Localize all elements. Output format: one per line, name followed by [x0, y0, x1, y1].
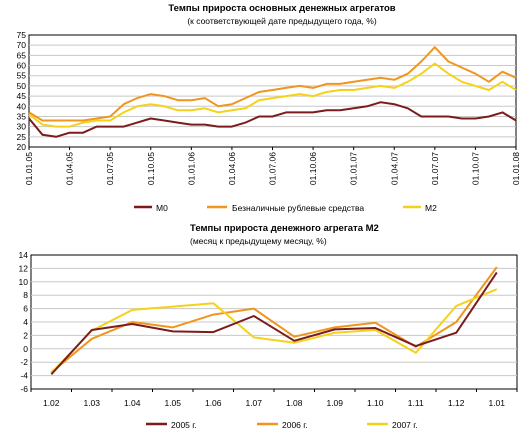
- chart1-y-tick-label: 20: [17, 142, 27, 152]
- chart1-y-tick-label: 70: [17, 40, 27, 50]
- chart1-x-tick-label: 01.01.05: [24, 152, 34, 185]
- chart1-y-tick-label: 60: [17, 61, 27, 71]
- chart1-x-tick-label: 01.10.06: [308, 152, 318, 185]
- chart1-y-tick-label: 55: [17, 71, 27, 81]
- chart2-x-tick-label: 1.08: [286, 398, 303, 408]
- chart1-y-tick-label: 40: [17, 101, 27, 111]
- chart2-x-tick-label: 1.07: [245, 398, 262, 408]
- chart2-x-tick-label: 1.02: [43, 398, 60, 408]
- chart2-y-tick-label: 8: [23, 290, 28, 300]
- chart2-y-tick-label: -2: [20, 357, 28, 367]
- chart2-x-tick-label: 1.12: [448, 398, 465, 408]
- chart1-y-tick-label: 75: [17, 30, 27, 40]
- chart1-x-tick-label: 01.01.07: [349, 152, 359, 185]
- chart1-x-tick-label: 01.01.06: [186, 152, 196, 185]
- chart1-x-tick-label: 01.04.05: [65, 152, 75, 185]
- chart2-y-tick-label: 0: [23, 344, 28, 354]
- chart2-y-tick-label: 4: [23, 317, 28, 327]
- chart1-y-tick-label: 35: [17, 111, 27, 121]
- chart1-y-tick-label: 25: [17, 132, 27, 142]
- chart1-x-tick-label: 01.10.07: [470, 152, 480, 185]
- chart2-x-tick-label: 1.05: [164, 398, 181, 408]
- chart1-y-tick-label: 50: [17, 81, 27, 91]
- chart2-y-tick-label: 2: [23, 330, 28, 340]
- chart1-y-tick-label: 65: [17, 50, 27, 60]
- chart2-y-tick-label: -4: [20, 371, 28, 381]
- chart1-y-tick-label: 45: [17, 91, 27, 101]
- legend-label-2007: 2007 г.: [392, 420, 418, 430]
- chart2-series-line-0: [50, 271, 498, 375]
- legend-label-beznal: Безналичные рублевые средства: [232, 203, 364, 213]
- legend-label-m0: M0: [156, 203, 168, 213]
- chart1-y-tick-label: 30: [17, 122, 27, 132]
- chart1-subtitle: (к соответствующей дате предыдущего года…: [187, 16, 376, 26]
- chart2-x-tick-label: 1.06: [205, 398, 222, 408]
- chart2-y-tick-label: 10: [19, 277, 29, 287]
- chart2-x-tick-label: 1.01: [488, 398, 505, 408]
- chart2-y-tick-label: 14: [19, 250, 29, 260]
- chart1-x-tick-label: 01.07.05: [105, 152, 115, 185]
- chart1-x-tick-label: 01.07.07: [430, 152, 440, 185]
- chart2-y-tick-label: 6: [23, 304, 28, 314]
- chart2-y-tick-label: 12: [19, 263, 29, 273]
- legend-label-m2: M2: [425, 203, 437, 213]
- chart1-series-line-2: [28, 62, 517, 128]
- chart2-series-line-1: [50, 266, 498, 374]
- chart1-x-tick-label: 01.10.05: [146, 152, 156, 185]
- chart2-subtitle: (месяц к предыдущему месяцу, %): [190, 236, 327, 246]
- legend-label-2006: 2006 г.: [282, 420, 308, 430]
- chart1-series-line-0: [28, 101, 517, 138]
- chart1-x-tick-label: 01.01.08: [511, 152, 521, 185]
- chart2-series-line-2: [50, 288, 498, 374]
- legend-label-2005: 2005 г.: [171, 420, 197, 430]
- chart2-x-tick-label: 1.11: [408, 398, 424, 408]
- chart2-x-tick-label: 1.10: [367, 398, 384, 408]
- chart1-x-tick-label: 01.04.06: [227, 152, 237, 185]
- chart2-x-tick-label: 1.04: [124, 398, 141, 408]
- chart1-x-tick-label: 01.07.06: [268, 152, 278, 185]
- chart2-legend: 2005 г. 2006 г. 2007 г.: [146, 420, 418, 430]
- chart2-y-tick-label: -6: [20, 384, 28, 394]
- chart1-title: Темпы прироста основных денежных агрегат…: [168, 3, 395, 14]
- chart1-legend: M0 Безналичные рублевые средства M2: [134, 203, 437, 213]
- chart2-title: Темпы прироста денежного агрегата М2: [190, 223, 379, 234]
- chart1-x-tick-label: 01.04.07: [389, 152, 399, 185]
- chart2-x-tick-label: 1.09: [326, 398, 343, 408]
- chart2-x-tick-label: 1.03: [83, 398, 100, 408]
- chart1-series-line-1: [28, 46, 517, 122]
